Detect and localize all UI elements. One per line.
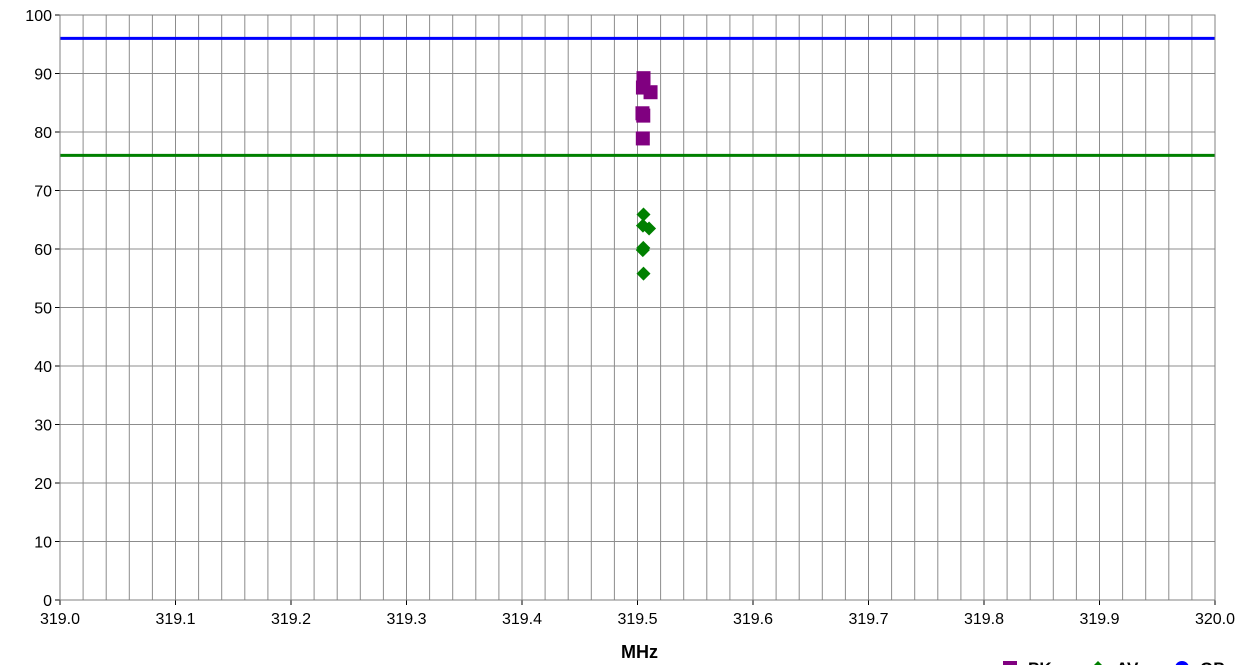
x-axis-tick-labels: 319.0 319.1 319.2 319.3 319.4 319.5 319.6 319.7… [40,611,1235,628]
y-tick-label: 20 [34,476,52,493]
x-tick-label: 320.0 [1195,611,1235,628]
data-points [635,71,658,281]
y-tick-label: 0 [43,593,52,610]
legend-qp-marker [1175,661,1189,665]
y-tick-label: 50 [34,301,52,318]
y-tick-label: 90 [34,67,52,84]
pk-point [643,85,658,100]
y-tick-label: 30 [34,418,52,435]
x-tick-label: 319.4 [502,611,542,628]
legend-av-label: AV [1116,659,1139,665]
legend-qp-label: QP [1200,659,1225,665]
y-tick-label: 80 [34,125,52,142]
legend-pk-marker [1003,661,1017,665]
x-tick-label: 319.0 [40,611,80,628]
y-tick-label: 60 [34,242,52,259]
y-tick-label: 100 [25,8,52,25]
x-tick-label: 319.7 [848,611,888,628]
av-point [636,266,651,281]
pk-point [636,108,651,123]
x-tick-label: 319.1 [155,611,195,628]
y-tick-label: 70 [34,184,52,201]
x-tick-label: 319.6 [733,611,773,628]
x-tick-label: 319.9 [1079,611,1119,628]
x-tick-label: 319.2 [271,611,311,628]
x-axis-label: MHz [621,642,658,662]
x-tick-label: 319.8 [964,611,1004,628]
legend-pk-label: PK [1028,659,1052,665]
av-point [636,207,651,222]
plot-area-frame [59,14,1216,601]
limit-lines [60,36,1215,157]
av-point [642,221,657,236]
y-axis-tick-labels: 0 10 20 30 40 50 60 70 80 90 100 [25,8,52,610]
x-tick-label: 319.3 [386,611,426,628]
y-tick-label: 40 [34,359,52,376]
legend-av-marker [1094,661,1102,665]
x-tick-label: 319.5 [617,611,657,628]
av-point [635,243,650,258]
pk-point [635,131,650,146]
legend: PK AV QP [1003,659,1225,665]
y-tick-label: 10 [34,535,52,552]
grid [55,14,1216,605]
